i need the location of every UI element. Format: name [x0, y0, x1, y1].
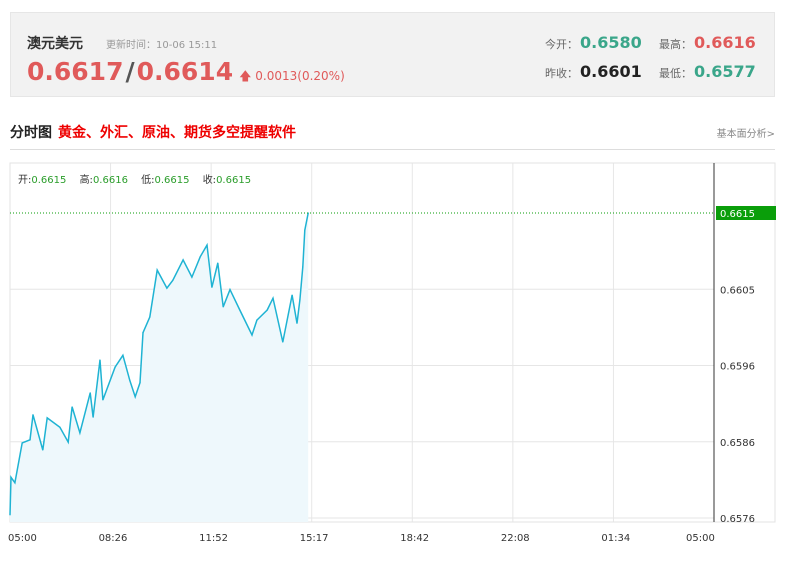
price-point [296, 322, 298, 324]
price-point [114, 366, 116, 368]
price-point [92, 416, 94, 418]
y-tick-label: 0.6596 [720, 362, 755, 373]
price-point [156, 269, 158, 271]
price-point [67, 441, 69, 443]
promo-link[interactable]: 黄金、外汇、原油、期货多空提醒软件 [58, 125, 296, 141]
price-point [251, 334, 253, 336]
price-point [99, 359, 101, 361]
fundamental-analysis-link[interactable]: 基本面分析> [716, 129, 775, 140]
price-point [299, 299, 301, 301]
y-tick-label: 0.6605 [720, 285, 755, 296]
x-tick-label: 08:26 [99, 533, 128, 544]
section-title: 分时图 黄金、外汇、原油、期货多空提醒软件 [10, 122, 296, 142]
price-point [89, 392, 91, 394]
price-point [304, 229, 306, 231]
current-price-tag [716, 206, 776, 220]
price-point [191, 276, 193, 278]
price-point [21, 442, 23, 444]
price-point [266, 309, 268, 311]
price-point [217, 262, 219, 264]
price-point [71, 406, 73, 408]
price-point [32, 414, 34, 416]
low-value: 0.6577 [694, 62, 756, 81]
price-point [166, 287, 168, 289]
high-value: 0.6616 [694, 33, 756, 52]
price-point [272, 297, 274, 299]
y-tick-label: 0.6576 [720, 514, 755, 525]
prev-close-stat: 昨收： 0.6601 [545, 62, 642, 81]
x-tick-label: 05:00 [8, 533, 37, 544]
quote-header: 澳元美元 更新时间：10-06 15:11 0.6617/0.6614 🡅 0.0… [10, 12, 775, 97]
price-point [129, 379, 131, 381]
price-point [142, 332, 144, 334]
price-point [79, 432, 81, 434]
ohlc-high: 0.6616 [92, 175, 128, 186]
divider [10, 149, 775, 150]
update-value: 10-06 15:11 [156, 40, 218, 51]
price-area-fill [10, 213, 309, 522]
price-point [10, 476, 12, 478]
x-tick-label: 11:52 [199, 533, 228, 544]
price-point [239, 309, 241, 311]
low-stat: 最低： 0.6577 [659, 62, 756, 81]
bid-price: 0.6617 [27, 57, 124, 86]
price-point [256, 319, 258, 321]
price-point [59, 426, 61, 428]
ask-price: 0.6614 [136, 57, 234, 86]
price-point [149, 316, 151, 318]
price-point [29, 439, 31, 441]
prev-close-value: 0.6601 [580, 62, 642, 81]
price-point [206, 244, 208, 246]
current-price-label: 0.6615 [720, 209, 755, 220]
ohlc-low: 0.6615 [154, 175, 190, 186]
x-tick-label: 22:08 [501, 533, 530, 544]
price-point [14, 482, 16, 484]
price-point [139, 382, 141, 384]
price-point [282, 341, 284, 343]
price-point [229, 289, 231, 291]
price-point [199, 256, 201, 258]
price-point [182, 259, 184, 261]
chart-title: 分时图 [10, 125, 52, 141]
ohlc-close: 0.6615 [216, 175, 252, 186]
open-value: 0.6580 [580, 33, 642, 52]
price-point [46, 417, 48, 419]
price-point [302, 266, 304, 268]
price-point [291, 294, 293, 296]
update-label: 更新时间： [106, 40, 156, 51]
x-tick-label: 18:42 [400, 533, 429, 544]
price-point [222, 306, 224, 308]
ohlc-open: 0.6615 [31, 175, 67, 186]
price-point [9, 514, 11, 516]
instrument-name: 澳元美元 [27, 36, 83, 52]
price-point [211, 286, 213, 288]
ohlc-readout: 开:0.6615 高:0.6616 低:0.6615 收:0.6615 [18, 175, 252, 186]
price: 0.6617/0.6614 🡅 0.0013(0.20%) [27, 57, 345, 86]
x-tick-label: 15:17 [300, 533, 329, 544]
price-line [9, 212, 309, 515]
price-point [42, 449, 44, 451]
update-time: 更新时间：10-06 15:11 [106, 36, 217, 51]
arrow-up-icon: 🡅 [239, 69, 252, 83]
price-point [134, 396, 136, 398]
price-point [122, 354, 124, 356]
chart-frame [9, 162, 776, 523]
x-tick-label: 01:34 [601, 533, 630, 544]
y-tick-label: 0.6586 [720, 438, 755, 449]
price-point [172, 279, 174, 281]
price-change: 0.0013(0.20%) [255, 69, 345, 83]
price-point [102, 399, 104, 401]
high-stat: 最高： 0.6616 [659, 33, 756, 52]
open-stat: 今开： 0.6580 [545, 33, 642, 52]
x-tick-label: 05:00 [686, 533, 715, 544]
